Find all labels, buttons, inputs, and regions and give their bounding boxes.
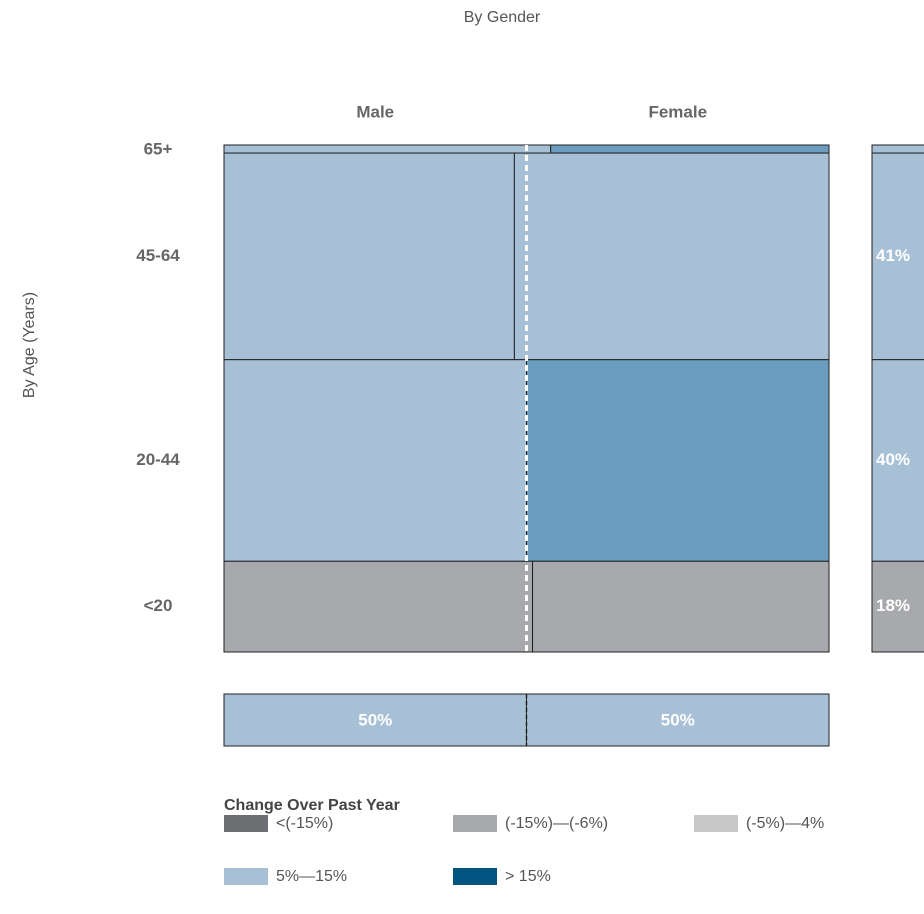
gender-total-label: 50% <box>358 710 392 729</box>
row-total-label: 18% <box>876 596 910 615</box>
gender-total-label: 50% <box>661 710 695 729</box>
legend-label: 5%—15% <box>276 868 347 885</box>
legend-title: Change Over Past Year <box>224 797 400 814</box>
row-total-label: 41% <box>876 246 910 265</box>
gender-total <box>223 693 527 747</box>
row-label: 65+ <box>144 139 173 158</box>
row-total <box>871 359 924 562</box>
mosaic-cell <box>526 359 830 562</box>
mosaic-cell <box>223 144 552 154</box>
row-total-label: 40% <box>876 450 910 469</box>
legend-swatch <box>224 815 268 832</box>
y-axis-label: By Age (Years) <box>21 292 38 398</box>
mosaic-cell <box>223 560 534 653</box>
mosaic-cell <box>550 144 830 154</box>
legend-swatch <box>453 815 497 832</box>
legend-swatch <box>694 815 738 832</box>
mosaic-cell <box>223 152 515 361</box>
row-label: <20 <box>144 596 173 615</box>
gender-total <box>526 693 830 747</box>
row-total <box>871 152 924 361</box>
legend-label: (-15%)—(-6%) <box>505 815 608 832</box>
row-total <box>871 560 924 653</box>
legend-label: (-5%)—4% <box>746 815 824 832</box>
legend-label: > 15% <box>505 868 551 885</box>
column-label: Female <box>648 102 707 121</box>
row-total <box>871 144 924 154</box>
mosaic-cell <box>532 560 830 653</box>
row-label: 45-64 <box>136 246 180 265</box>
chart-title: By Gender <box>464 9 541 26</box>
legend-swatch <box>224 868 268 885</box>
column-label: Male <box>356 102 394 121</box>
legend-label: <(-15%) <box>276 815 333 832</box>
row-label: 20-44 <box>136 450 180 469</box>
legend-swatch <box>453 868 497 885</box>
mosaic-cell <box>223 359 527 562</box>
mosaic-cell <box>513 152 830 361</box>
